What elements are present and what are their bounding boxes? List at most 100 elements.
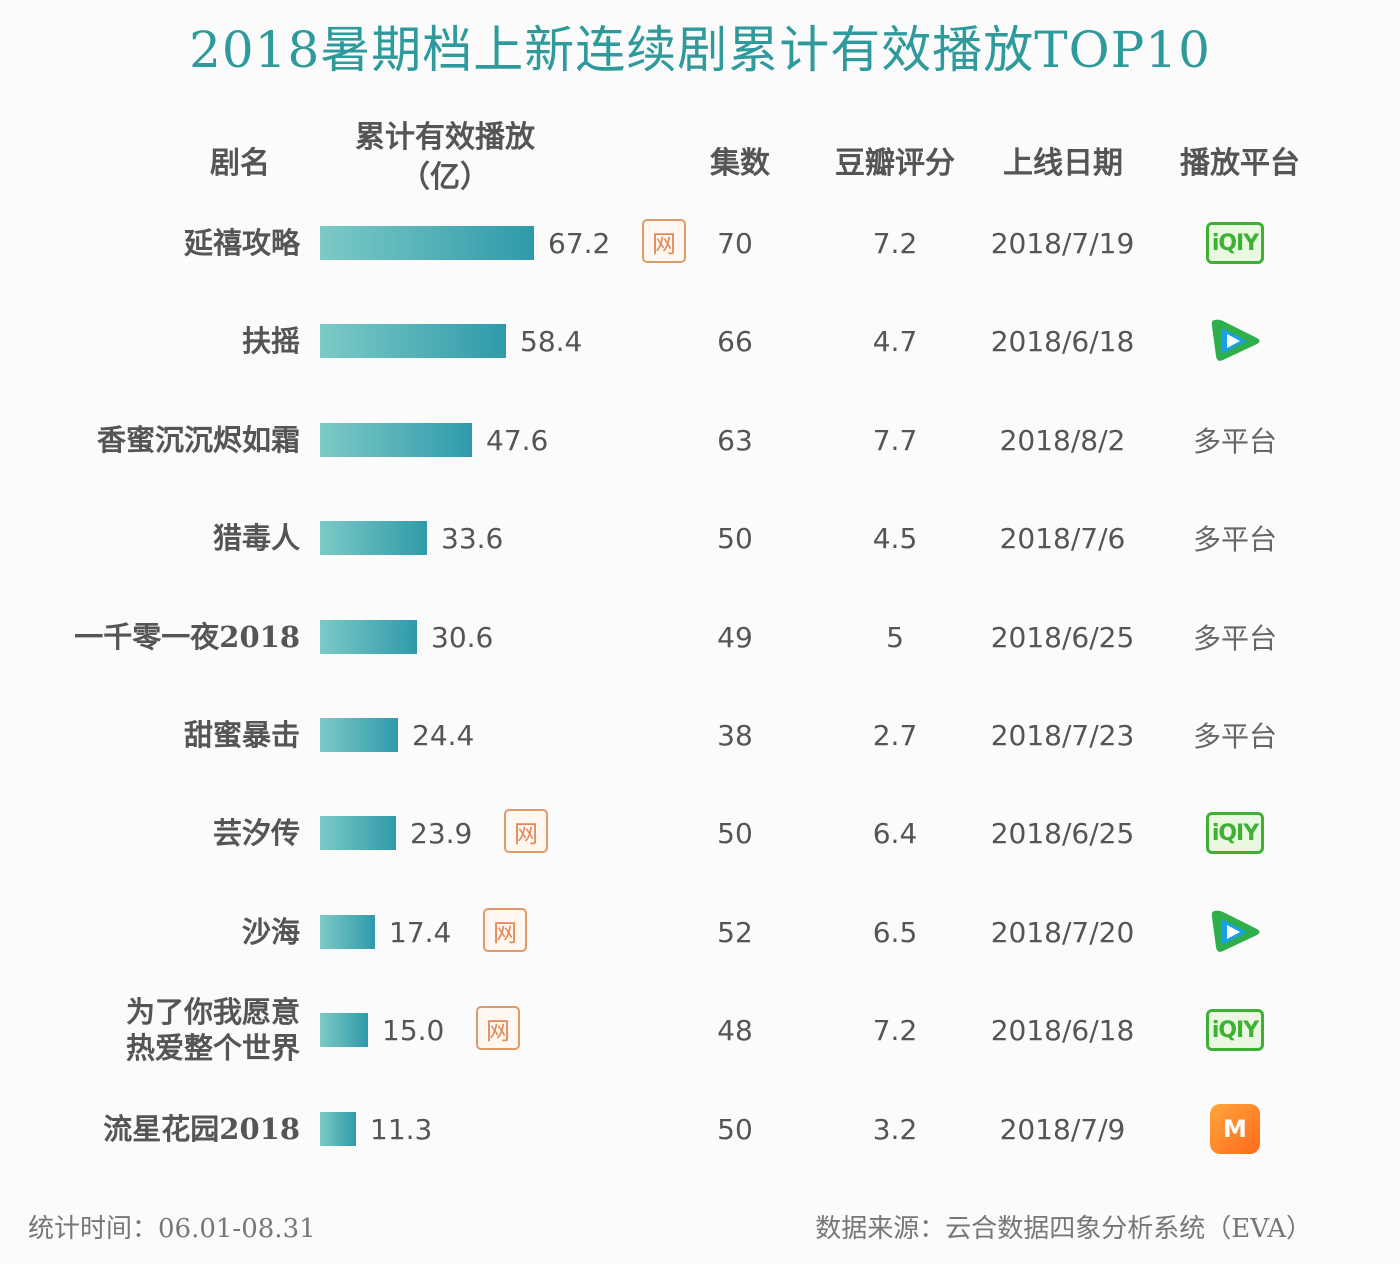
plays-bar [320, 521, 427, 555]
header-name: 剧名 [210, 146, 270, 181]
douban-score-value: 3.2 [872, 1112, 918, 1146]
release-date-value: 2018/6/18 [990, 324, 1135, 358]
plays-bar [320, 226, 534, 260]
table-row: 扶摇 58.4 66 4.7 2018/6/18 [0, 311, 1400, 371]
release-date-value: 2018/7/19 [990, 226, 1135, 260]
platform-text: 多平台 [1192, 523, 1277, 556]
mango-tv-icon: M [1210, 1104, 1260, 1154]
release-date-value: 2018/7/9 [999, 1112, 1126, 1146]
tencent-video-icon [1211, 319, 1260, 361]
header-release: 上线日期 [1003, 146, 1123, 181]
douban-score-value: 4.5 [872, 521, 918, 555]
platform-text: 多平台 [1192, 720, 1277, 753]
platform-cell: 多平台 [1160, 705, 1310, 765]
douban-score-value: 2.7 [872, 718, 918, 752]
episodes-value: 66 [717, 324, 753, 358]
web-drama-badge: 网 [504, 809, 548, 853]
plays-bar [320, 423, 472, 457]
platform-cell [1160, 902, 1310, 962]
release-date-value: 2018/8/2 [999, 423, 1126, 457]
drama-name: 沙海 [241, 915, 300, 949]
release-date-value: 2018/7/20 [990, 915, 1135, 949]
release-date-value: 2018/6/25 [990, 620, 1135, 654]
episodes-value: 49 [717, 620, 753, 654]
header-episodes: 集数 [710, 146, 770, 181]
platform-cell: iQIY [1160, 213, 1310, 273]
table-row: 流星花园2018 11.3 50 3.2 2018/7/9 M [0, 1099, 1400, 1159]
drama-name: 一千零一夜2018 [74, 620, 300, 654]
release-date-value: 2018/7/23 [990, 718, 1135, 752]
douban-score-value: 7.2 [872, 1013, 918, 1047]
table-row: 为了你我愿意 热爱整个世界 15.0 网 48 7.2 2018/6/18 iQIY [0, 995, 1400, 1065]
table-row: 香蜜沉沉烬如霜 47.6 63 7.7 2018/8/2 多平台 [0, 410, 1400, 470]
plays-value: 33.6 [441, 521, 504, 555]
table-row: 延禧攻略 67.2 网 70 7.2 2018/7/19 iQIY [0, 213, 1400, 273]
platform-cell: M [1160, 1099, 1310, 1159]
web-drama-badge: 网 [642, 219, 686, 263]
drama-name: 猎毒人 [212, 521, 300, 555]
drama-name: 甜蜜暴击 [183, 718, 300, 752]
plays-bar [320, 620, 417, 654]
header-plays-line2: （亿） [400, 160, 490, 195]
header-douban: 豆瓣评分 [835, 146, 955, 181]
plays-value: 15.0 [382, 1013, 445, 1047]
platform-cell: 多平台 [1160, 410, 1310, 470]
header-plays-line1: 累计有效播放 [355, 120, 535, 155]
release-date-value: 2018/6/25 [990, 816, 1135, 850]
header-platform: 播放平台 [1180, 146, 1300, 181]
douban-score-value: 7.7 [872, 423, 918, 457]
web-drama-badge: 网 [483, 908, 527, 952]
drama-name: 流星花园2018 [103, 1112, 300, 1146]
drama-name: 香蜜沉沉烬如霜 [96, 423, 300, 457]
platform-cell: iQIY [1160, 1000, 1310, 1060]
episodes-value: 50 [717, 521, 753, 555]
release-date-value: 2018/6/18 [990, 1013, 1135, 1047]
plays-value: 24.4 [412, 718, 475, 752]
plays-bar [320, 1013, 368, 1047]
tencent-video-icon [1211, 910, 1260, 952]
douban-score-value: 6.4 [872, 816, 918, 850]
drama-name: 延禧攻略 [183, 226, 300, 260]
chart-title: 2018暑期档上新连续剧累计有效播放TOP10 [189, 21, 1211, 79]
douban-score-value: 5 [886, 620, 904, 654]
douban-score-value: 4.7 [872, 324, 918, 358]
episodes-value: 70 [717, 226, 753, 260]
header-plays: 累计有效播放 （亿） [325, 118, 565, 198]
platform-cell: iQIY [1160, 803, 1310, 863]
footer-source: 数据来源：云合数据四象分析系统（EVA） [815, 1214, 1312, 1244]
iqiyi-logo-icon: iQIY [1206, 812, 1264, 854]
platform-cell: 多平台 [1160, 607, 1310, 667]
plays-value: 58.4 [520, 324, 583, 358]
iqiyi-logo-icon: iQIY [1206, 1009, 1264, 1051]
platform-text: 多平台 [1192, 622, 1277, 655]
release-date-value: 2018/7/6 [999, 521, 1126, 555]
episodes-value: 48 [717, 1013, 753, 1047]
douban-score-value: 6.5 [872, 915, 918, 949]
drama-name: 芸汐传 [212, 816, 300, 850]
table-row: 沙海 17.4 网 52 6.5 2018/7/20 [0, 902, 1400, 962]
plays-bar [320, 718, 398, 752]
plays-bar [320, 915, 375, 949]
episodes-value: 38 [717, 718, 753, 752]
drama-name: 扶摇 [241, 324, 300, 358]
episodes-value: 52 [717, 915, 753, 949]
web-drama-badge: 网 [476, 1006, 520, 1050]
table-row: 一千零一夜2018 30.6 49 5 2018/6/25 多平台 [0, 607, 1400, 667]
platform-cell: 多平台 [1160, 508, 1310, 568]
plays-value: 67.2 [548, 226, 611, 260]
plays-bar [320, 816, 396, 850]
plays-bar [320, 324, 506, 358]
plays-value: 23.9 [410, 816, 473, 850]
drama-name: 为了你我愿意 热爱整个世界 [125, 995, 300, 1065]
iqiyi-logo-icon: iQIY [1206, 222, 1264, 264]
douban-score-value: 7.2 [872, 226, 918, 260]
plays-value: 47.6 [486, 423, 549, 457]
table-row: 猎毒人 33.6 50 4.5 2018/7/6 多平台 [0, 508, 1400, 568]
episodes-value: 50 [717, 816, 753, 850]
plays-value: 30.6 [431, 620, 494, 654]
plays-bar [320, 1112, 356, 1146]
episodes-value: 50 [717, 1112, 753, 1146]
plays-value: 11.3 [370, 1112, 433, 1146]
plays-value: 17.4 [389, 915, 452, 949]
platform-cell [1160, 311, 1310, 371]
